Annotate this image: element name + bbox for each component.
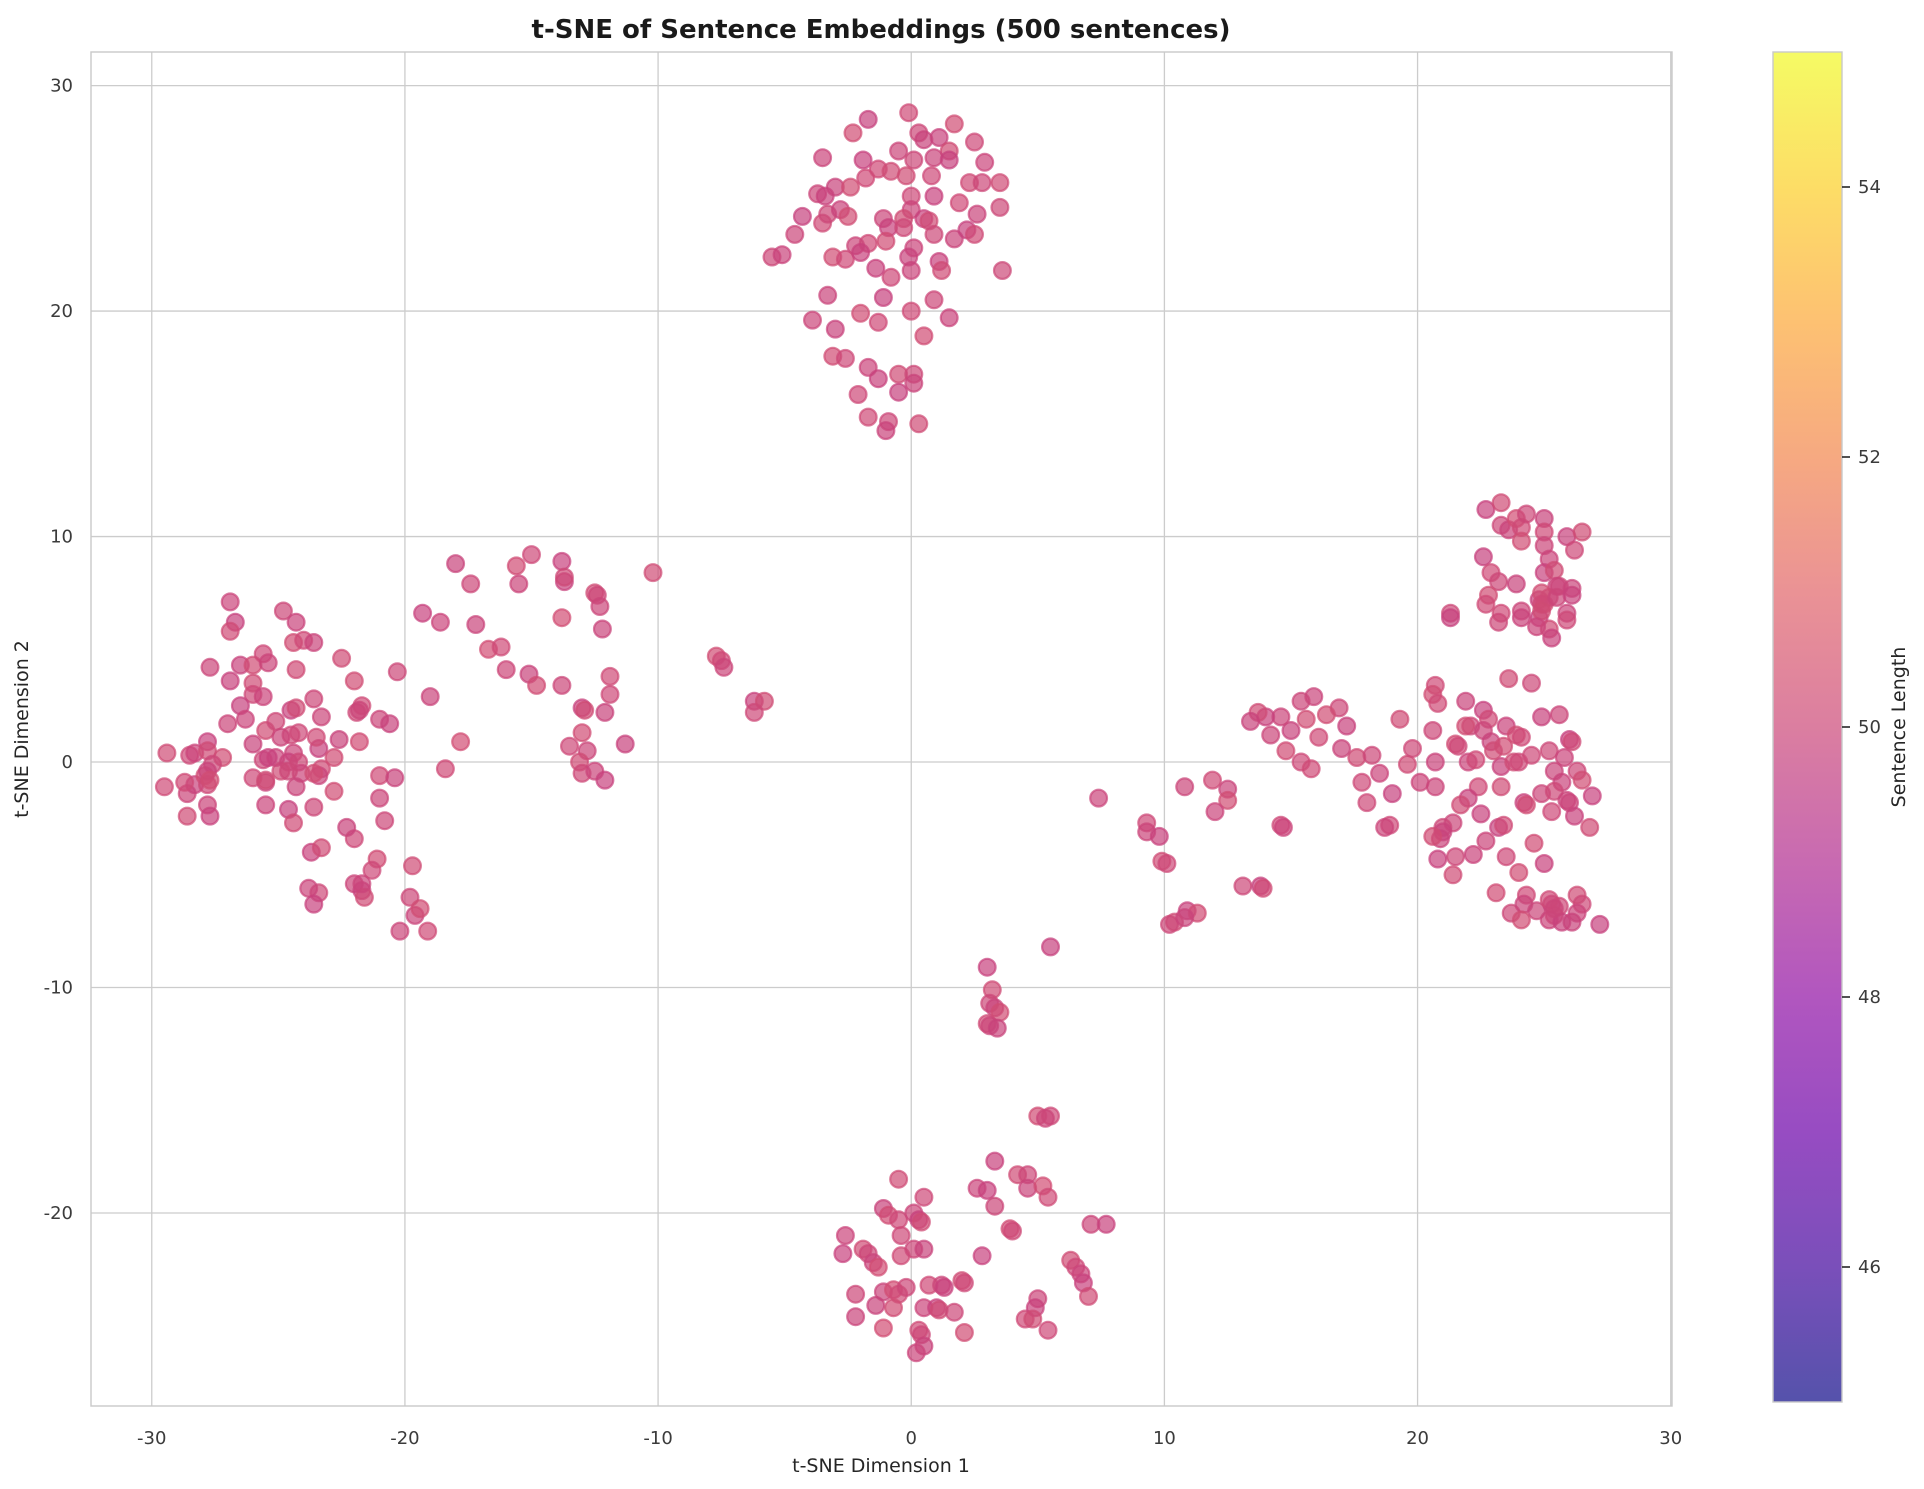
plot-area — [91, 52, 1672, 1406]
svg-text:0: 0 — [906, 1428, 917, 1449]
y-axis-tick-labels: -20 -10 0 10 20 30 — [44, 76, 73, 1224]
svg-text:-10: -10 — [44, 978, 73, 999]
svg-text:-30: -30 — [137, 1428, 166, 1449]
svg-text:10: 10 — [1153, 1428, 1176, 1449]
colorbar — [1773, 52, 1842, 1402]
colorbar-label: Sentence Length — [1888, 647, 1910, 808]
svg-text:52: 52 — [1858, 447, 1881, 468]
svg-text:-20: -20 — [44, 1203, 73, 1224]
scatter-points — [154, 103, 1610, 1363]
svg-text:20: 20 — [50, 301, 73, 322]
x-axis-tick-labels: -30 -20 -10 0 10 20 30 — [137, 1428, 1682, 1449]
x-axis-label: t-SNE Dimension 1 — [792, 1455, 970, 1477]
colorbar-tick-labels: 46 48 50 52 54 — [1842, 177, 1881, 1278]
y-axis-label: t-SNE Dimension 2 — [11, 640, 33, 818]
svg-text:48: 48 — [1858, 987, 1881, 1008]
svg-text:50: 50 — [1858, 717, 1881, 738]
svg-text:10: 10 — [50, 527, 73, 548]
svg-text:-20: -20 — [390, 1428, 419, 1449]
svg-text:20: 20 — [1406, 1428, 1429, 1449]
svg-text:54: 54 — [1858, 177, 1881, 198]
plot-border — [90, 51, 1673, 1407]
svg-text:0: 0 — [62, 752, 73, 773]
svg-text:-10: -10 — [643, 1428, 672, 1449]
chart-title: t-SNE of Sentence Embeddings (500 senten… — [532, 15, 1231, 45]
svg-text:30: 30 — [1659, 1428, 1682, 1449]
svg-text:46: 46 — [1858, 1257, 1881, 1278]
svg-text:30: 30 — [50, 76, 73, 97]
